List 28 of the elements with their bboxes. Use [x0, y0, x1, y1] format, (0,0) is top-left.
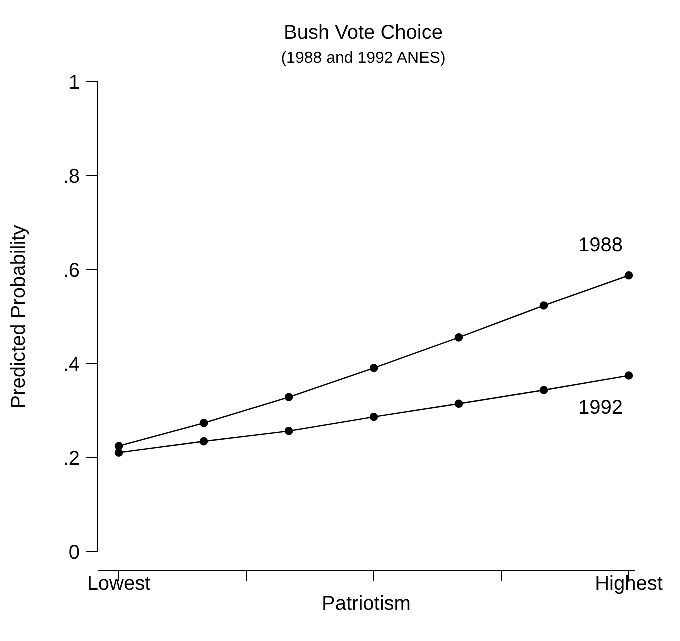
x-axis-title: Patriotism [322, 593, 411, 615]
point [454, 334, 464, 342]
y-tick-label: 1 [68, 72, 80, 94]
point [624, 372, 634, 380]
point [624, 271, 634, 280]
x-tick-label: Highest [595, 573, 664, 596]
y-tick-label: .2 [63, 448, 80, 470]
point [114, 448, 124, 457]
chart-title: Bush Vote Choice [283, 22, 444, 45]
series-label: 1988 [578, 234, 623, 257]
point [370, 364, 378, 372]
y-axis-title: Predicted Probability [8, 225, 30, 409]
point [370, 412, 378, 422]
point [284, 393, 294, 402]
y-tick-label: .4 [63, 354, 80, 376]
point [540, 302, 548, 310]
point [454, 400, 464, 408]
y-tick-label: .6 [63, 260, 80, 282]
series-label: 1992 [578, 396, 623, 419]
y-tick-label: .8 [63, 166, 80, 188]
chart-subtitle: (1988 and 1992 ANES) [280, 50, 447, 68]
y-tick-label: 0 [68, 542, 80, 564]
x-tick-label: Lowest [87, 573, 152, 596]
point [540, 386, 548, 394]
point [200, 437, 208, 446]
point [200, 419, 208, 428]
point [284, 427, 294, 436]
point [114, 442, 124, 450]
